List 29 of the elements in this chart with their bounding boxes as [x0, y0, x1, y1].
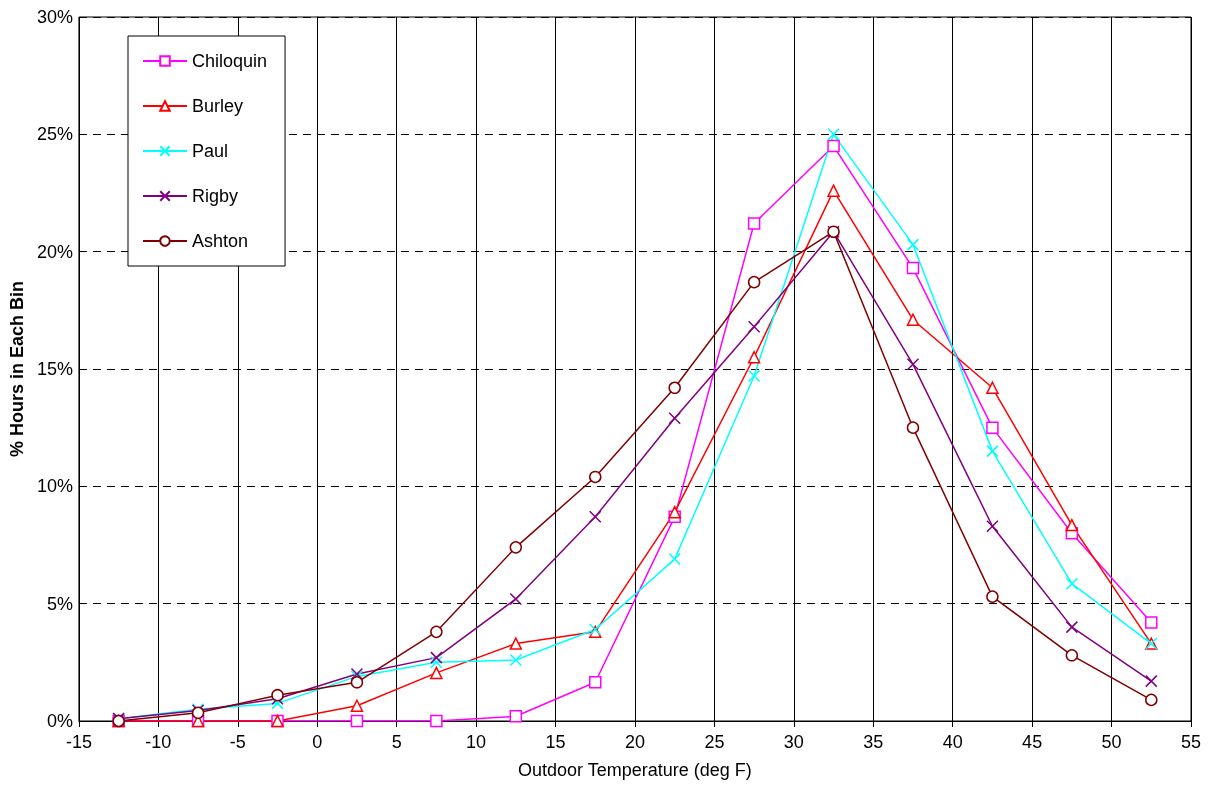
- x-tick-label: 40: [942, 732, 963, 752]
- x-tick-label: 25: [704, 732, 725, 752]
- y-tick-label: 0%: [46, 711, 73, 731]
- y-tick-label: 5%: [46, 593, 73, 614]
- legend-label: Ashton: [192, 231, 249, 251]
- x-tick-label: -15: [65, 732, 92, 752]
- x-tick-label: 50: [1101, 732, 1122, 752]
- x-tick-label: 0: [312, 732, 323, 752]
- legend-label: Paul: [192, 141, 229, 161]
- x-tick-label: -5: [229, 732, 246, 752]
- legend-label: Rigby: [192, 186, 239, 206]
- x-tick-label: 55: [1180, 732, 1202, 752]
- x-tick-label: 45: [1022, 732, 1043, 752]
- x-axis-title: Outdoor Temperature (deg F): [518, 760, 752, 780]
- x-tick-label: 15: [545, 732, 566, 752]
- legend-label: Burley: [192, 96, 244, 116]
- x-tick-label: 30: [783, 732, 804, 752]
- y-tick-label: 30%: [36, 7, 73, 27]
- y-axis-title: % Hours in Each Bin: [7, 280, 27, 458]
- y-tick-label: 10%: [36, 476, 73, 497]
- x-tick-label: -10: [145, 732, 172, 752]
- y-tick-label: 20%: [36, 241, 73, 262]
- y-tick-label: 25%: [36, 124, 73, 145]
- x-tick-label: 5: [391, 732, 402, 752]
- y-tick-label: 15%: [36, 359, 73, 379]
- x-tick-label: 35: [863, 732, 884, 752]
- legend-label: Chiloquin: [192, 51, 268, 71]
- x-tick-label: 10: [466, 732, 487, 752]
- x-tick-label: 20: [624, 732, 645, 752]
